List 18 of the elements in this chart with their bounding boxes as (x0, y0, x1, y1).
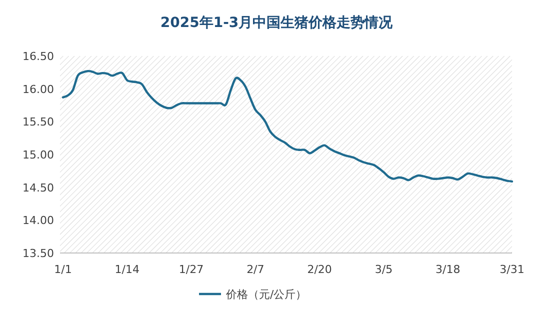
y-tick-label: 16.00 (22, 82, 54, 96)
x-tick-label: 3/5 (374, 263, 393, 276)
y-tick-label: 16.50 (22, 50, 54, 63)
y-tick-label: 15.00 (22, 148, 54, 162)
y-tick-label: 14.50 (22, 181, 54, 194)
x-tick-label: 1/14 (114, 263, 140, 276)
x-tick-label: 3/18 (436, 263, 460, 276)
y-tick-label: 14.00 (22, 214, 54, 228)
chart-title: 2025年1-3月中国生猪价格走势情况 (160, 15, 394, 31)
y-tick-label: 15.50 (22, 116, 54, 129)
x-tick-label: 2/7 (246, 263, 264, 276)
legend-label: 价格（元/公斤） (225, 288, 307, 301)
x-tick-label: 3/31 (500, 263, 524, 276)
line-series (62, 70, 514, 183)
x-tick-label: 1/1 (54, 263, 72, 276)
x-tick-label: 2/20 (307, 263, 332, 276)
y-tick-label: 13.50 (22, 247, 54, 260)
x-tick-label: 1/27 (178, 263, 204, 276)
